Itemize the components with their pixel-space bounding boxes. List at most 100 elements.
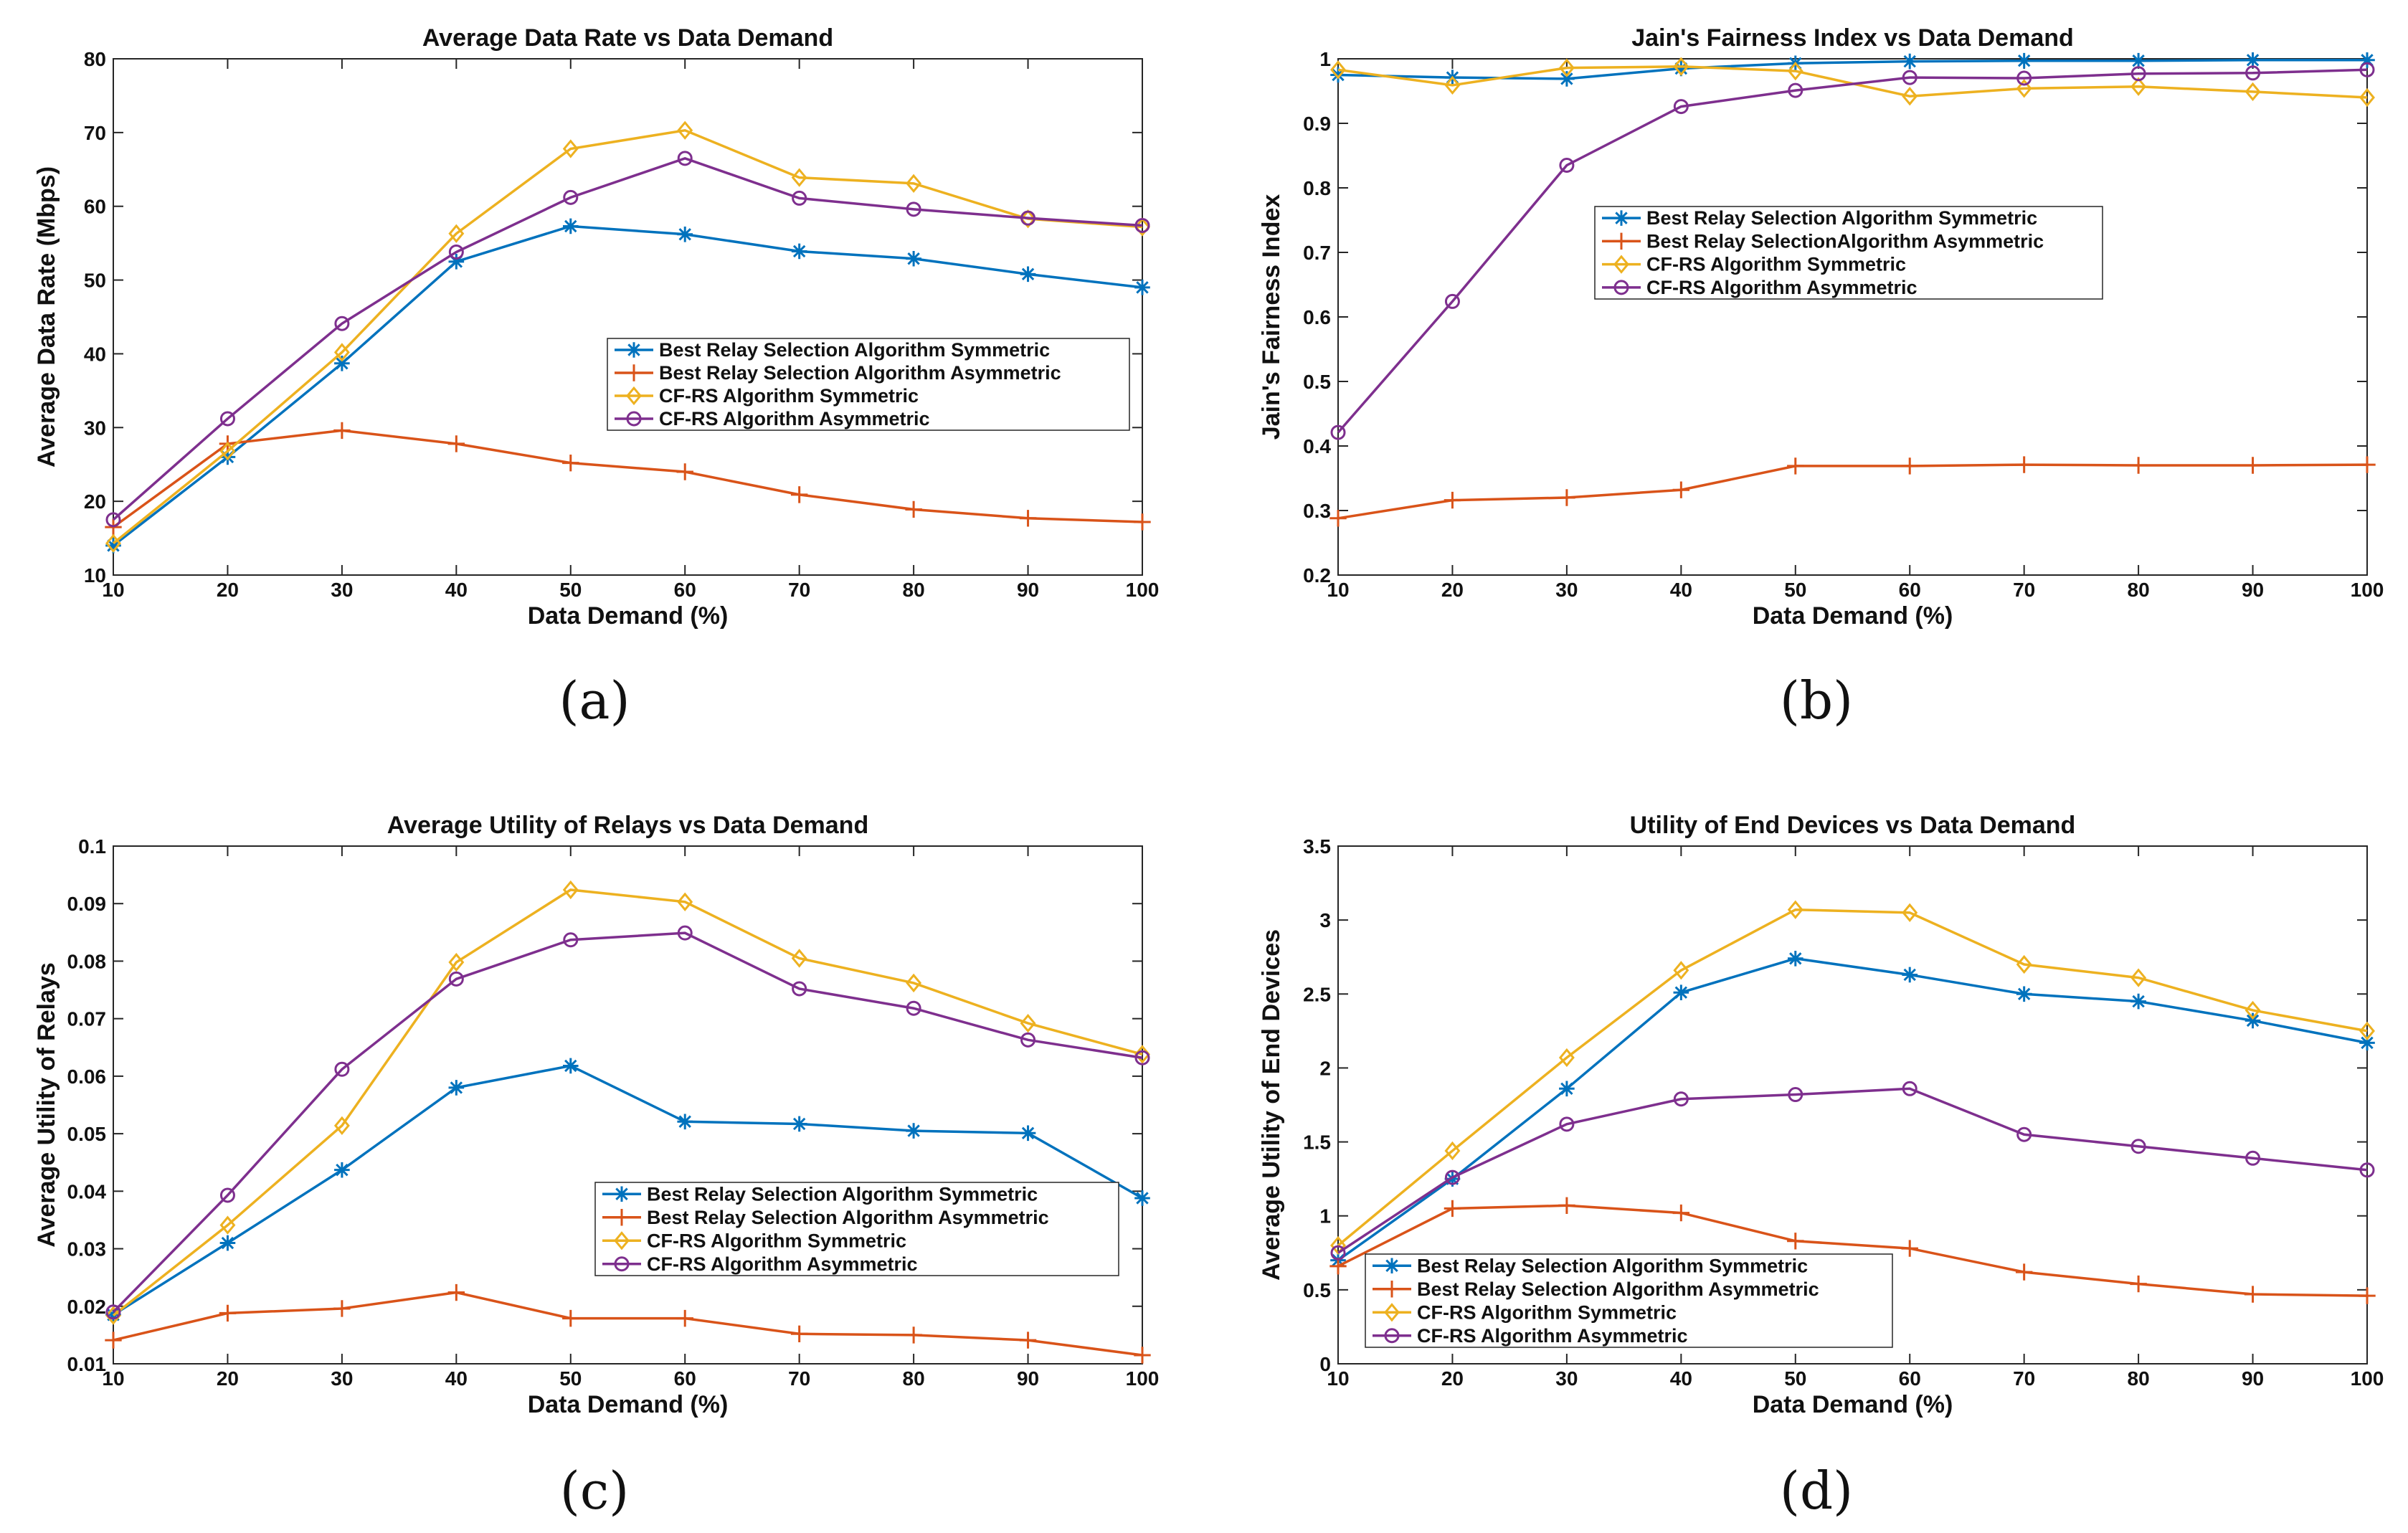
- plot-area: [113, 58, 1143, 576]
- series-1: [1329, 456, 2376, 527]
- data-point-circle: [906, 1000, 921, 1016]
- legend-marker-diamond: [614, 1231, 630, 1250]
- data-point-star: [2359, 52, 2375, 68]
- data-point-plus: [790, 1325, 808, 1342]
- data-point-plus: [219, 1304, 237, 1322]
- x-tick-label: 80: [2128, 1367, 2150, 1390]
- data-point-diamond: [677, 892, 693, 911]
- y-tick-label: 20: [84, 490, 106, 513]
- series-2: [105, 880, 1150, 1325]
- y-tick-label: 0.08: [67, 950, 107, 972]
- data-point-circle: [2130, 1139, 2146, 1154]
- data-point-star: [2130, 52, 2146, 69]
- legend-label: CF-RS Algorithm Symmetric: [659, 385, 919, 407]
- data-point-plus: [2015, 456, 2033, 473]
- chart-panel-a: 10 20 30 40 50 60 70 80 90 100 10 20 30 40 50 60 70 80 Ave…: [0, 0, 1204, 766]
- x-tick-label: 70: [788, 1367, 810, 1390]
- data-point-star: [2245, 52, 2261, 68]
- data-point-plus: [2359, 1287, 2376, 1304]
- data-point-diamond: [1558, 1048, 1575, 1068]
- x-tick-label: 80: [903, 1367, 925, 1390]
- x-tick-label: 100: [2351, 579, 2384, 601]
- data-point-diamond: [333, 343, 350, 362]
- legend: Best Relay Selection Algorithm Symmetric…: [607, 338, 1130, 431]
- y-tick-label: 0.8: [1303, 177, 1331, 199]
- data-point-diamond: [105, 533, 121, 553]
- x-tick-label: 30: [1555, 1367, 1578, 1390]
- x-tick-label: 60: [1899, 1367, 1921, 1390]
- data-point-diamond: [562, 880, 579, 900]
- legend-marker-diamond: [626, 386, 642, 406]
- data-point-diamond: [219, 1215, 236, 1235]
- data-point-star: [1134, 280, 1150, 295]
- data-point-circle: [219, 411, 235, 427]
- data-point-diamond: [1787, 61, 1803, 81]
- data-point-plus: [1672, 1204, 1690, 1222]
- legend-label: Best Relay Selection Algorithm Symmetric: [659, 339, 1050, 361]
- y-axis-label: Average Utility of End Devices: [1258, 929, 1285, 1281]
- y-tick-label: 50: [84, 270, 106, 292]
- legend-label: Best Relay Selection Algorithm Symmetric: [1417, 1255, 1808, 1276]
- x-tick-label: 40: [445, 579, 468, 601]
- data-point-plus: [447, 435, 465, 452]
- data-point-diamond: [1444, 75, 1461, 95]
- data-point-plus: [1558, 489, 1575, 506]
- data-point-plus: [333, 1300, 351, 1317]
- data-point-circle: [1020, 1032, 1036, 1048]
- x-axis-label: Data Demand (%): [528, 602, 729, 630]
- chart-title: Average Utility of Relays vs Data Demand: [387, 812, 868, 839]
- data-point-plus: [676, 463, 693, 480]
- data-point-circle: [1330, 1245, 1346, 1261]
- x-tick-label: 40: [1670, 1367, 1692, 1390]
- x-tick-label: 30: [1555, 579, 1578, 601]
- y-tick-label: 1: [1319, 48, 1331, 70]
- data-point-circle: [2016, 1126, 2032, 1142]
- x-tick-label: 50: [1784, 1367, 1806, 1390]
- data-point-diamond: [1558, 58, 1575, 77]
- x-axis-label: Data Demand (%): [528, 1391, 729, 1418]
- legend-label: CF-RS Algorithm Symmetric: [647, 1230, 906, 1251]
- data-point-plus: [1134, 513, 1151, 531]
- data-point-star: [1673, 984, 1689, 1001]
- series-line: [1337, 908, 2368, 1247]
- x-tick-label: 70: [2013, 579, 2035, 601]
- panel-caption-a: (a): [559, 670, 630, 731]
- data-point-circle: [2359, 1162, 2375, 1178]
- data-point-star: [448, 1080, 465, 1096]
- data-point-diamond: [906, 174, 922, 193]
- legend-label: CF-RS Algorithm Symmetric: [1417, 1301, 1677, 1323]
- data-point-plus: [1444, 491, 1461, 509]
- data-point-circle: [792, 190, 807, 206]
- data-point-diamond: [2359, 1021, 2375, 1041]
- y-tick-label: 0.6: [1303, 306, 1331, 328]
- legend-label: Best Relay Selection Algorithm Asymmetri…: [659, 362, 1061, 384]
- data-point-star: [1673, 60, 1689, 77]
- x-tick-label: 70: [2013, 1367, 2035, 1390]
- chart-title: Utility of End Devices vs Data Demand: [1630, 812, 2076, 839]
- plot-area: [113, 845, 1143, 1364]
- y-tick-label: 0.9: [1303, 113, 1331, 135]
- data-point-circle: [334, 315, 350, 331]
- data-point-diamond: [2016, 79, 2032, 98]
- data-point-circle: [1134, 217, 1150, 233]
- legend-label: Best Relay Selection Algorithm Asymmetri…: [647, 1207, 1049, 1228]
- x-tick-label: 80: [903, 579, 925, 601]
- series-line: [1337, 957, 2368, 1262]
- data-point-plus: [562, 1309, 579, 1327]
- legend-label: Best Relay Selection Algorithm Symmetric: [1646, 207, 2037, 229]
- y-tick-label: 0.02: [67, 1296, 107, 1318]
- y-tick-label: 0.7: [1303, 242, 1331, 264]
- data-point-plus: [333, 422, 351, 440]
- data-point-diamond: [1902, 87, 1918, 106]
- data-point-star: [562, 1058, 579, 1074]
- legend-label: Best Relay Selection Algorithm Symmetric: [647, 1183, 1038, 1205]
- y-tick-label: 0.09: [67, 893, 107, 915]
- x-tick-label: 100: [2351, 1367, 2384, 1390]
- legend-box: [1594, 206, 2103, 300]
- series-line: [112, 128, 1143, 545]
- panel-caption-c: (c): [559, 1461, 630, 1521]
- data-point-star: [677, 227, 693, 242]
- data-point-circle: [1673, 99, 1689, 115]
- chart-title: Average Data Rate vs Data Demand: [422, 24, 833, 52]
- legend-marker-diamond: [1613, 255, 1629, 274]
